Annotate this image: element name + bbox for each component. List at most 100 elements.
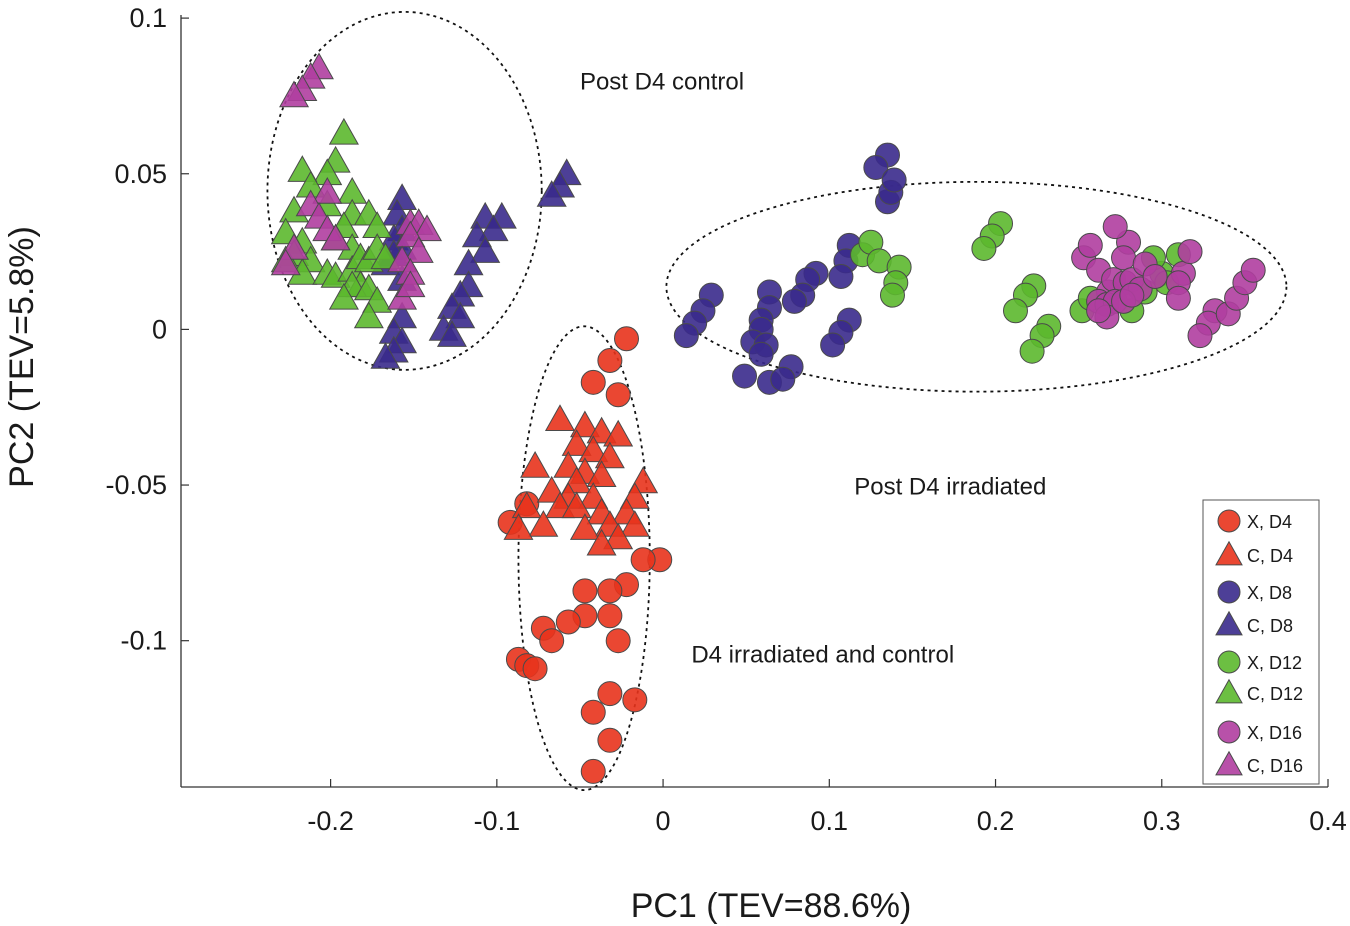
legend-triangle-icon [1215, 750, 1243, 776]
triangle-point [370, 242, 401, 270]
circle-point [597, 681, 623, 707]
circle-point [572, 578, 598, 604]
circle-point [1142, 263, 1168, 289]
circle-point [1077, 232, 1103, 258]
circle-point [1102, 214, 1128, 240]
legend-triangle-icon [1215, 610, 1243, 636]
legend-triangle-icon [1215, 540, 1243, 566]
triangle-point [594, 441, 625, 469]
triangle-point [503, 513, 534, 540]
triangle-point [412, 214, 443, 242]
circle-point [828, 263, 854, 289]
series-x-d8 [673, 142, 907, 395]
legend-label: X, D8 [1247, 583, 1292, 603]
triangle-point [569, 513, 600, 540]
triangle-point [586, 460, 617, 487]
legend-label: C, D16 [1247, 756, 1303, 776]
circle-point [770, 366, 796, 392]
legend-label: C, D8 [1247, 616, 1293, 636]
cluster-ellipse [665, 180, 1288, 393]
cluster-ellipse [266, 10, 543, 371]
triangle-point [544, 404, 576, 431]
circle-point [622, 687, 648, 713]
triangle-point [395, 270, 426, 298]
cluster-annotations: Post D4 control Post D4 irradiated D4 irra… [580, 69, 1046, 669]
circle-point [673, 323, 699, 349]
y-tick-label: 0.05 [114, 159, 167, 189]
triangle-point [578, 435, 609, 463]
triangle-point [520, 450, 551, 478]
circle-point [522, 656, 548, 682]
triangle-point [279, 80, 310, 108]
triangle-point [387, 183, 418, 210]
y-tick-label: -0.1 [120, 626, 167, 656]
legend-triangle-icon [1215, 678, 1243, 704]
circle-point [580, 758, 606, 784]
triangle-point [403, 236, 434, 263]
triangle-point [586, 416, 617, 444]
x-tick-label: -0.1 [474, 806, 521, 836]
circle-point [1019, 338, 1045, 364]
x-tick-label: 0 [656, 806, 671, 836]
legend-label: X, D16 [1247, 723, 1302, 743]
circle-point [820, 332, 846, 358]
circle-point [597, 603, 623, 629]
triangle-point [561, 429, 592, 456]
triangle-point [445, 301, 476, 329]
x-tick-label: 0.3 [1143, 806, 1181, 836]
circle-point [630, 547, 656, 573]
circle-point [1177, 239, 1203, 265]
legend-label: X, D4 [1247, 512, 1292, 532]
legend-circle-icon [1217, 650, 1241, 674]
circle-point [597, 578, 623, 604]
circle-point [879, 282, 905, 308]
triangle-point [586, 528, 617, 556]
triangle-point [478, 214, 509, 242]
circle-point [580, 699, 606, 725]
triangle-point [312, 176, 343, 204]
x-axis-title: PC1 (TEV=88.6%) [631, 887, 912, 925]
y-tick-label: -0.05 [105, 470, 167, 500]
triangle-point [561, 491, 592, 519]
series-c-d4 [503, 404, 659, 556]
series-c-d12 [270, 117, 401, 329]
circle-point [748, 341, 774, 367]
x-tick-label: 0.4 [1309, 806, 1347, 836]
legend-circle-icon [1217, 580, 1241, 604]
annotation-label: Post D4 control [580, 69, 744, 96]
y-axis-title: PC2 (TEV=5.8%) [3, 226, 41, 488]
legend: X, D4 C, D4 X, D8 C, D8 X, D12 C, D12 X, D16 C,… [1202, 499, 1320, 785]
legend-circle-icon [1217, 720, 1241, 744]
triangle-point [470, 236, 501, 263]
triangle-point [603, 522, 634, 550]
circle-point [732, 363, 758, 389]
circle-point [555, 609, 581, 635]
legend-circle-icon [1217, 509, 1241, 533]
legend-label: X, D12 [1247, 653, 1302, 673]
series-x-d4 [497, 326, 673, 784]
triangle-point [320, 223, 351, 251]
circle-point [605, 628, 631, 654]
triangle-point [536, 180, 567, 207]
y-tick-label: 0.1 [129, 3, 167, 33]
circle-point [1086, 298, 1112, 324]
circle-point [971, 235, 997, 261]
circle-point [1111, 245, 1137, 271]
triangle-point [436, 320, 467, 347]
triangle-point [528, 510, 559, 537]
x-tick-label: -0.2 [307, 806, 354, 836]
circle-point [1187, 323, 1213, 349]
circle-point [614, 326, 640, 352]
series-x-d16 [1071, 214, 1266, 349]
circle-point [605, 382, 631, 408]
series-c-d16 [270, 52, 443, 310]
circle-point [1119, 282, 1145, 308]
triangle-point [511, 491, 542, 519]
circle-point [1002, 298, 1028, 324]
annotation-label: Post D4 irradiated [854, 473, 1046, 500]
triangle-point [569, 410, 600, 438]
triangle-point [353, 301, 384, 329]
plot-axes: -0.2 -0.1 0 0.1 0.2 0.3 0.4 -0.1 -0.05 0 0.05 0.1 [105, 3, 1346, 836]
circle-point [863, 155, 889, 181]
